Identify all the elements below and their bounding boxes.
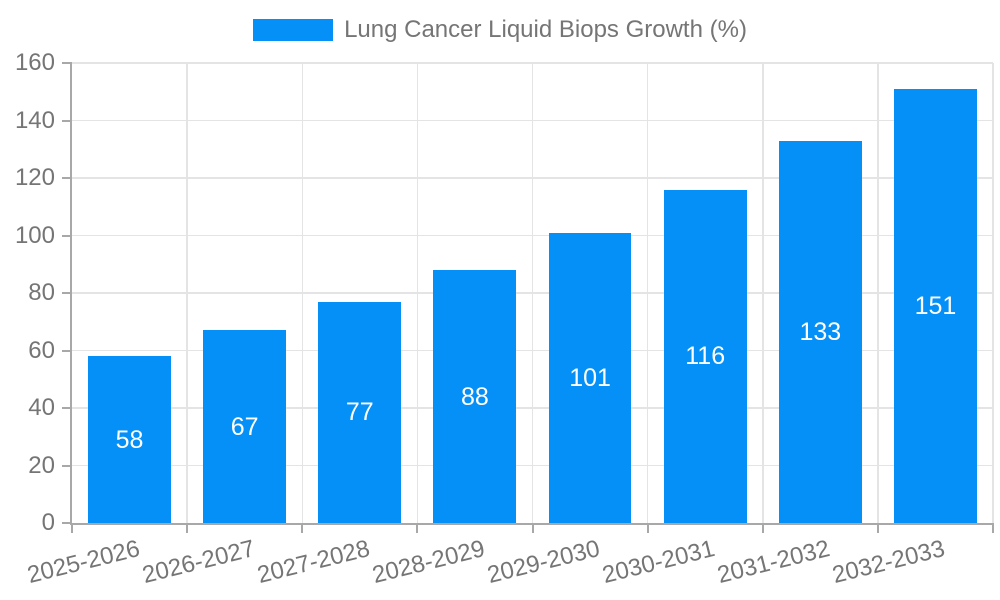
x-tick-mark [992,523,994,533]
x-tick-label: 2029-2030 [484,535,603,589]
x-tick-label: 2026-2027 [139,535,258,589]
bar-value-label: 58 [115,425,144,454]
y-tick-mark [62,349,72,352]
bar [88,356,171,523]
y-tick-label: 40 [28,394,55,421]
x-tick-mark [531,523,534,533]
y-tick-label: 20 [28,451,55,479]
legend[interactable]: Lung Cancer Liquid Biops Growth (%) [0,16,1000,44]
x-tick-label: 2031-2032 [714,535,833,589]
x-tick-mark [646,523,649,533]
bar [318,301,402,523]
v-gridline [301,63,303,523]
x-axis-line [70,523,993,525]
y-tick-mark [62,119,72,122]
bar-value-label: 77 [345,398,374,427]
bar [663,189,747,523]
y-tick-mark [62,407,72,409]
v-gridline [877,63,879,523]
v-gridline [646,63,649,523]
x-tick-mark [71,523,73,533]
y-tick-mark [62,177,72,179]
bar-value-label: 116 [685,342,726,371]
y-tick-label: 80 [28,279,55,306]
v-gridline [531,63,534,523]
bar-value-label: 67 [230,412,259,441]
y-tick-mark [62,234,72,237]
v-gridline [186,63,188,523]
x-tick-mark [761,523,764,533]
y-tick-mark [62,464,72,467]
v-gridline [992,63,994,523]
y-tick-label: 140 [14,106,55,134]
x-tick-label: 2032-2033 [830,535,948,589]
bar [433,270,517,523]
y-tick-mark [62,62,72,64]
y-tick-label: 100 [14,221,55,249]
bar-value-label: 133 [799,317,842,346]
bar [893,88,977,523]
bar-value-label: 88 [461,382,489,411]
v-gridline [762,63,764,523]
bar-value-label: 101 [569,363,611,392]
y-tick-mark [62,522,72,524]
y-tick-label: 0 [41,509,55,536]
v-gridline [416,63,419,523]
bar-value-label: 151 [914,291,957,320]
x-tick-mark [186,523,189,533]
legend-label: Lung Cancer Liquid Biops Growth (%) [344,16,747,43]
legend-swatch [253,19,334,41]
bar [548,232,632,523]
x-tick-label: 2028-2029 [369,535,488,589]
y-tick-label: 160 [14,49,55,76]
y-tick-label: 120 [14,164,55,191]
y-axis-line [70,63,72,525]
x-tick-label: 2027-2028 [254,535,373,589]
bar [203,330,287,523]
x-tick-label: 2030-2031 [599,535,718,589]
x-tick-mark [301,523,304,533]
x-tick-label: 2025-2026 [24,535,143,589]
y-tick-mark [62,292,72,294]
x-tick-mark [416,523,419,533]
y-tick-label: 60 [28,336,55,364]
bar [778,140,862,523]
x-tick-mark [876,523,879,533]
